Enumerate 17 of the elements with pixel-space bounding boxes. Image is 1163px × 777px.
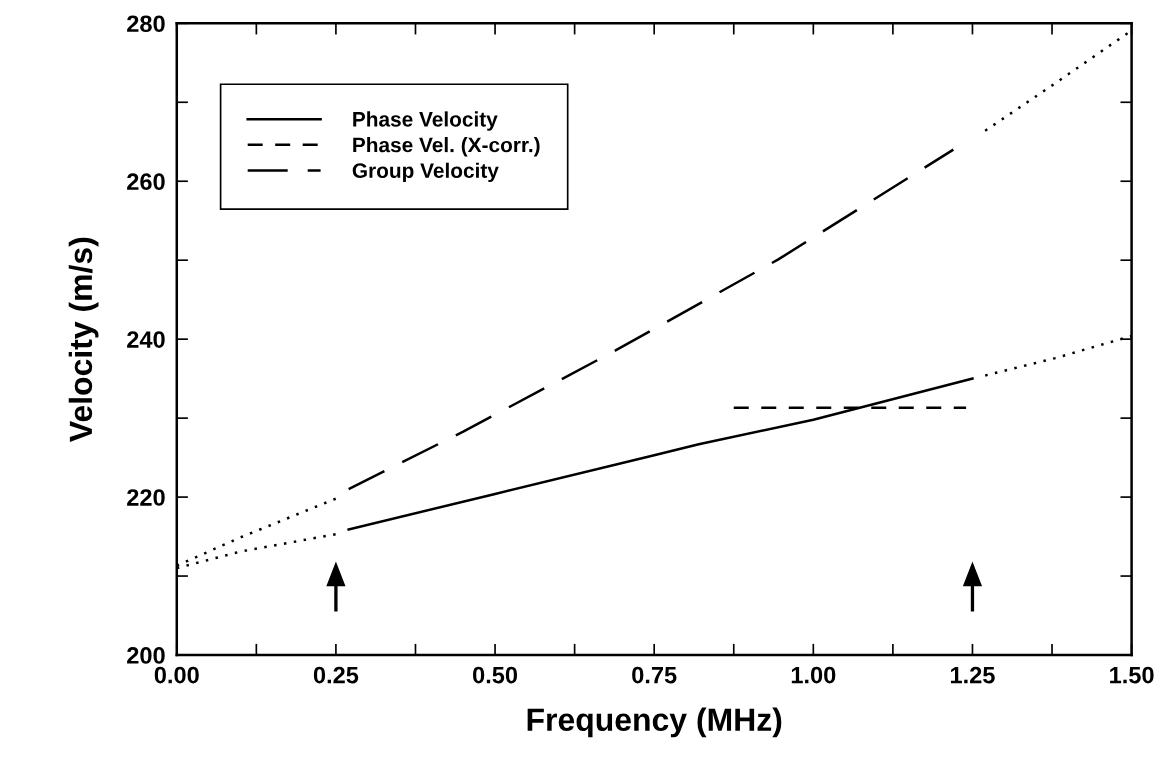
y-tick-label: 260 [127, 173, 165, 191]
x-axis-title: Frequency (MHz) [527, 707, 782, 738]
x-tick-label: 1.50 [1110, 666, 1154, 684]
x-tick-label: 0.50 [473, 666, 518, 684]
y-tick-label: 240 [127, 331, 165, 348]
x-tick-label: 1.25 [950, 666, 995, 684]
x-tick-label: 0.75 [632, 666, 677, 684]
y-tick-label: 280 [127, 15, 165, 33]
x-tick-label: 0.25 [313, 666, 359, 684]
legend-label: Phase Velocity [353, 111, 498, 131]
legend-label: Group Velocity [352, 162, 499, 183]
x-tick-label: 0.00 [154, 666, 199, 684]
y-tick-label: 200 [127, 647, 165, 664]
y-axis-title: Velocity (m/s) [68, 237, 99, 442]
x-tick-label: 1.00 [791, 666, 836, 684]
legend-label: Phase Vel. (X-corr.) [353, 137, 540, 157]
y-tick-label: 220 [127, 489, 165, 506]
